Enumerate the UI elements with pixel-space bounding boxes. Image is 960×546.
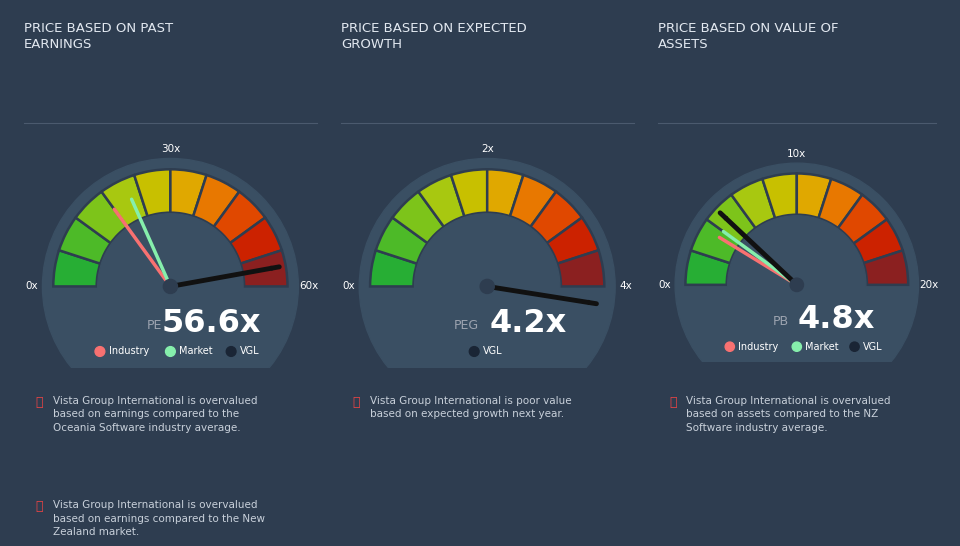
Text: Market: Market — [180, 347, 213, 357]
Wedge shape — [375, 218, 427, 264]
Text: ⓧ: ⓧ — [352, 396, 360, 409]
Wedge shape — [685, 251, 731, 285]
Wedge shape — [230, 218, 282, 264]
Text: Vista Group International is overvalued
based on earnings compared to the New
Ze: Vista Group International is overvalued … — [53, 500, 265, 537]
Text: Vista Group International is overvalued
based on assets compared to the NZ
Softw: Vista Group International is overvalued … — [686, 396, 891, 433]
Circle shape — [359, 158, 615, 414]
Wedge shape — [214, 192, 265, 243]
Wedge shape — [171, 169, 206, 216]
Wedge shape — [241, 250, 288, 287]
Text: PRICE BASED ON EXPECTED
GROWTH: PRICE BASED ON EXPECTED GROWTH — [341, 22, 526, 51]
Text: 4.8x: 4.8x — [798, 304, 875, 335]
Wedge shape — [102, 175, 148, 227]
Text: 20x: 20x — [919, 280, 939, 290]
Circle shape — [469, 347, 479, 357]
Circle shape — [675, 163, 919, 406]
Wedge shape — [853, 219, 902, 263]
Text: 56.6x: 56.6x — [162, 308, 261, 339]
Text: ⓧ: ⓧ — [36, 500, 43, 513]
Wedge shape — [487, 169, 523, 216]
Text: Market: Market — [805, 342, 839, 352]
Circle shape — [850, 342, 859, 351]
Wedge shape — [59, 218, 110, 264]
Text: 4.2x: 4.2x — [490, 308, 567, 339]
Wedge shape — [819, 179, 862, 228]
Wedge shape — [193, 175, 239, 227]
Wedge shape — [558, 250, 605, 287]
Wedge shape — [54, 250, 100, 287]
Text: PRICE BASED ON PAST
EARNINGS: PRICE BASED ON PAST EARNINGS — [24, 22, 173, 51]
Text: Vista Group International is poor value
based on expected growth next year.: Vista Group International is poor value … — [370, 396, 571, 419]
Text: Vista Group International is overvalued
based on earnings compared to the
Oceani: Vista Group International is overvalued … — [53, 396, 257, 433]
Wedge shape — [531, 192, 582, 243]
Circle shape — [725, 342, 734, 351]
Circle shape — [163, 280, 178, 293]
Wedge shape — [451, 169, 487, 216]
Text: 0x: 0x — [25, 281, 37, 292]
Circle shape — [165, 347, 176, 357]
Circle shape — [95, 347, 105, 357]
Circle shape — [790, 278, 804, 292]
Text: VGL: VGL — [240, 347, 259, 357]
Text: 10x: 10x — [787, 149, 806, 159]
Text: ⓧ: ⓧ — [669, 396, 677, 409]
Wedge shape — [510, 175, 556, 227]
Text: VGL: VGL — [863, 342, 882, 352]
Circle shape — [792, 342, 802, 351]
Wedge shape — [134, 169, 171, 216]
Wedge shape — [707, 195, 756, 244]
Wedge shape — [838, 195, 887, 244]
Circle shape — [728, 216, 866, 354]
Wedge shape — [863, 251, 908, 285]
Circle shape — [415, 214, 560, 359]
Text: Industry: Industry — [738, 342, 779, 352]
Wedge shape — [762, 174, 797, 218]
Text: 0x: 0x — [342, 281, 354, 292]
Text: Industry: Industry — [108, 347, 149, 357]
Wedge shape — [393, 192, 444, 243]
Circle shape — [42, 158, 299, 414]
Wedge shape — [547, 218, 599, 264]
Text: 60x: 60x — [300, 281, 319, 292]
Text: ⓧ: ⓧ — [36, 396, 43, 409]
Circle shape — [98, 214, 243, 359]
Text: PEG: PEG — [453, 319, 478, 332]
Wedge shape — [732, 179, 775, 228]
Text: PB: PB — [773, 316, 788, 329]
Text: 2x: 2x — [481, 144, 493, 154]
Text: 4x: 4x — [619, 281, 633, 292]
Text: VGL: VGL — [483, 347, 502, 357]
Wedge shape — [797, 174, 831, 218]
Wedge shape — [76, 192, 127, 243]
Text: PE: PE — [146, 319, 161, 332]
Text: 0x: 0x — [659, 280, 671, 290]
Text: 30x: 30x — [160, 144, 180, 154]
Text: PRICE BASED ON VALUE OF
ASSETS: PRICE BASED ON VALUE OF ASSETS — [658, 22, 838, 51]
Circle shape — [227, 347, 236, 357]
Wedge shape — [419, 175, 465, 227]
Wedge shape — [691, 219, 740, 263]
Circle shape — [480, 280, 494, 293]
Wedge shape — [370, 250, 417, 287]
